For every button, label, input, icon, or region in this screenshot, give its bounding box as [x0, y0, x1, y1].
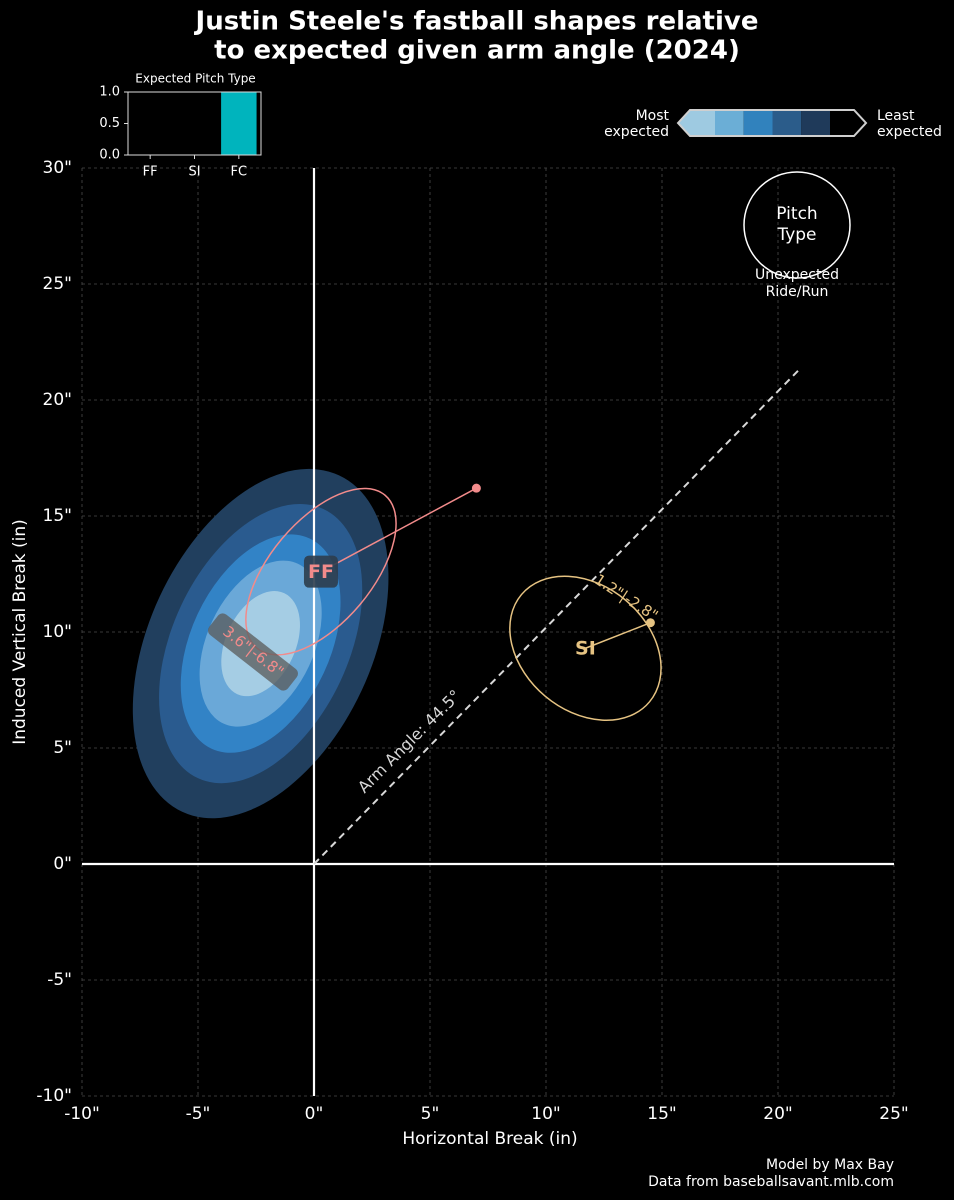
arm-angle-line [313, 366, 802, 865]
y-tick-label: 30" [43, 158, 72, 178]
chart-title: Justin Steele's fastball shapes relative [194, 7, 759, 37]
colorbar-swatch [830, 110, 866, 136]
colorbar-swatch [801, 110, 830, 136]
x-tick-label: 20" [763, 1104, 792, 1124]
annotation-group: 1.2"|-2.8" [591, 570, 661, 624]
inset-y-tick-label: 0.5 [99, 116, 120, 131]
credit: Model by Max Bay [766, 1157, 894, 1173]
key-label: Type [776, 225, 816, 245]
x-tick-label: 15" [647, 1104, 676, 1124]
x-tick-label: 10" [531, 1104, 560, 1124]
x-tick-label: -10" [64, 1104, 100, 1124]
pitch-connector [585, 622, 651, 649]
inset-x-tick-label: FC [231, 165, 248, 180]
inset-frame [127, 91, 262, 156]
pitch-connector [320, 487, 477, 573]
colorbar-high-label: expected [877, 124, 942, 140]
colorbar-swatch [743, 110, 773, 136]
y-tick-label: 20" [43, 390, 72, 410]
colorbar-swatch [772, 110, 802, 136]
credit: Data from baseballsavant.mlb.com [648, 1174, 894, 1190]
colorbar-low-label: Most [636, 108, 670, 124]
key-caption: Unexpected [755, 267, 839, 283]
colorbar-low-label: expected [604, 124, 669, 140]
x-tick-label: 0" [305, 1104, 324, 1124]
x-tick-label: 5" [421, 1104, 440, 1124]
inset-x-tick-label: FF [143, 165, 158, 180]
y-tick-label: -10" [36, 1086, 72, 1106]
y-tick-label: -5" [47, 970, 72, 990]
key-caption: Ride/Run [766, 284, 829, 300]
pitch-annotation: 1.2"|-2.8" [591, 570, 661, 624]
inset-y-tick-label: 1.0 [99, 85, 120, 100]
pitch-label-box [303, 555, 338, 588]
inset-title: Expected Pitch Type [135, 72, 255, 86]
y-tick-label: 10" [43, 622, 72, 642]
colorbar-swatch [715, 110, 744, 136]
y-tick-label: 15" [43, 506, 72, 526]
y-tick-label: 25" [43, 274, 72, 294]
y-tick-label: 5" [53, 738, 72, 758]
inset-x-tick-label: SI [188, 165, 200, 180]
x-tick-label: 25" [879, 1104, 908, 1124]
arm-angle-label: Arm Angle: 44.5° [354, 686, 465, 797]
colorbar-high-label: Least [877, 108, 915, 124]
annotation-box [208, 613, 298, 691]
inset-y-tick-label: 0.0 [99, 148, 120, 163]
inset-bar [221, 92, 257, 155]
pitch-point [645, 618, 655, 628]
pitch-ellipse [509, 575, 662, 721]
key-circle [743, 171, 851, 279]
x-axis-label: Horizontal Break (in) [402, 1129, 577, 1149]
pitch-label: FF [308, 561, 334, 583]
colorbar-outline [676, 109, 868, 137]
colorbar-swatch [678, 110, 715, 136]
pitch-label: SI [575, 638, 596, 660]
y-axis-label: Induced Vertical Break (in) [10, 519, 30, 745]
x-tick-label: -5" [186, 1104, 211, 1124]
key-label: Pitch [776, 204, 817, 224]
pitch-point [471, 483, 481, 493]
y-tick-label: 0" [53, 854, 72, 874]
chart-title: to expected given arm angle (2024) [214, 36, 740, 66]
